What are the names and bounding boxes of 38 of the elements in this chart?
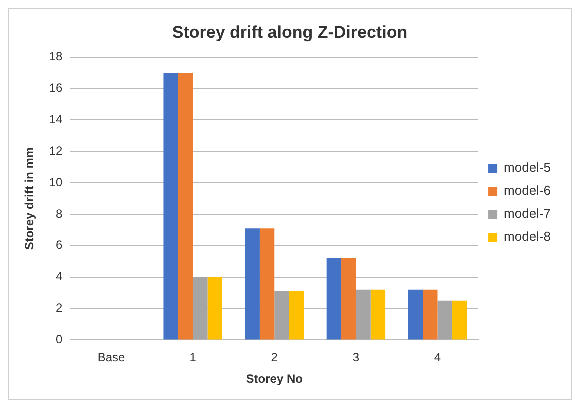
bar xyxy=(438,300,452,340)
y-tick-label: 12 xyxy=(49,144,64,158)
x-tick-label: 2 xyxy=(271,350,278,365)
bar xyxy=(342,258,356,340)
bar xyxy=(178,73,194,340)
chart-title: Storey drift along Z-Direction xyxy=(172,22,408,42)
y-tick-label: 8 xyxy=(56,206,64,221)
x-tick-label: Base xyxy=(98,350,126,365)
x-tick-label: 4 xyxy=(434,350,442,365)
y-tick-label: 16 xyxy=(49,81,64,96)
x-tick-label: 3 xyxy=(352,350,360,365)
y-tick-label: 18 xyxy=(49,50,64,64)
bar xyxy=(452,300,468,340)
bar xyxy=(326,258,342,340)
y-tick-label: 2 xyxy=(56,301,64,316)
x-axis-title: Storey No xyxy=(246,372,303,386)
x-tick-label: 1 xyxy=(190,350,197,365)
bar xyxy=(260,228,275,340)
y-tick-label: 14 xyxy=(49,112,64,127)
bar xyxy=(370,290,386,340)
bar xyxy=(356,290,371,340)
bar xyxy=(274,291,290,340)
y-tick-label: 10 xyxy=(49,175,64,190)
bar xyxy=(408,290,424,340)
legend-label: model-5 xyxy=(504,160,551,176)
bar xyxy=(193,277,208,340)
legend-label: model-7 xyxy=(504,206,551,222)
y-tick-label: 4 xyxy=(56,270,64,284)
bar xyxy=(423,290,438,340)
y-tick-label: 0 xyxy=(56,332,64,347)
legend-label: model-8 xyxy=(504,229,551,244)
bar xyxy=(164,73,178,340)
y-axis-title: Storey drift in mm xyxy=(22,147,37,250)
bar xyxy=(208,277,222,340)
y-tick-label: 6 xyxy=(56,238,64,252)
bar xyxy=(245,228,260,340)
bar xyxy=(289,291,304,340)
legend-label: model-6 xyxy=(504,183,551,198)
